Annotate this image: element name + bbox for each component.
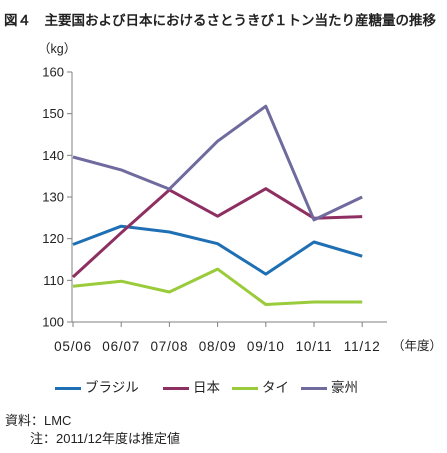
y-tick-label: 100 (42, 315, 64, 330)
series-line-3 (72, 104, 363, 222)
legend-item-japan: 日本 (163, 380, 220, 396)
legend-label: タイ (262, 380, 289, 395)
legend-label: ブラジル (85, 380, 139, 395)
legend-label: 日本 (193, 380, 220, 395)
legend-swatch (301, 386, 327, 390)
x-tick-label: 10/11 (296, 339, 333, 354)
y-tick-label: 140 (42, 148, 64, 163)
line-chart: 100 110 120 130 140 150 160 05/06 06/07 07/08 08/0… (42, 65, 387, 354)
series-line-0 (72, 224, 363, 276)
legend-item-thailand: タイ (232, 380, 289, 396)
x-tick-label: 07/08 (151, 339, 189, 354)
x-axis-unit-label: （年度） (392, 339, 443, 353)
chart-title: 図４ 主要国および日本におけるさとうきび１トン当たり産糖量の推移 (4, 13, 436, 28)
source-note: 資料：LMC (5, 413, 72, 428)
y-tick-label: 160 (42, 65, 64, 80)
x-tick-label: 08/09 (199, 339, 237, 354)
y-tick-label: 120 (42, 231, 64, 246)
x-tick-label: 09/10 (247, 339, 285, 354)
y-tick-label: 110 (43, 273, 64, 288)
legend-item-australia: 豪州 (301, 380, 358, 396)
legend-label: 豪州 (331, 380, 358, 395)
series-line-1 (71, 187, 363, 279)
series-line-2 (72, 267, 363, 306)
x-tick-label: 06/07 (102, 339, 140, 354)
legend-swatch (232, 386, 258, 390)
x-tick-label: 05/06 (54, 339, 92, 354)
y-axis-unit-label: （kg） (38, 42, 77, 56)
y-tick-label: 130 (42, 190, 64, 205)
estimate-note: 注：2011/12年度は推定値 (30, 431, 181, 446)
legend-item-brazil: ブラジル (55, 380, 139, 396)
y-tick-label: 150 (42, 106, 64, 121)
legend-swatch (55, 386, 81, 390)
x-tick-label: 11/12 (344, 339, 381, 354)
legend-swatch (163, 386, 189, 390)
